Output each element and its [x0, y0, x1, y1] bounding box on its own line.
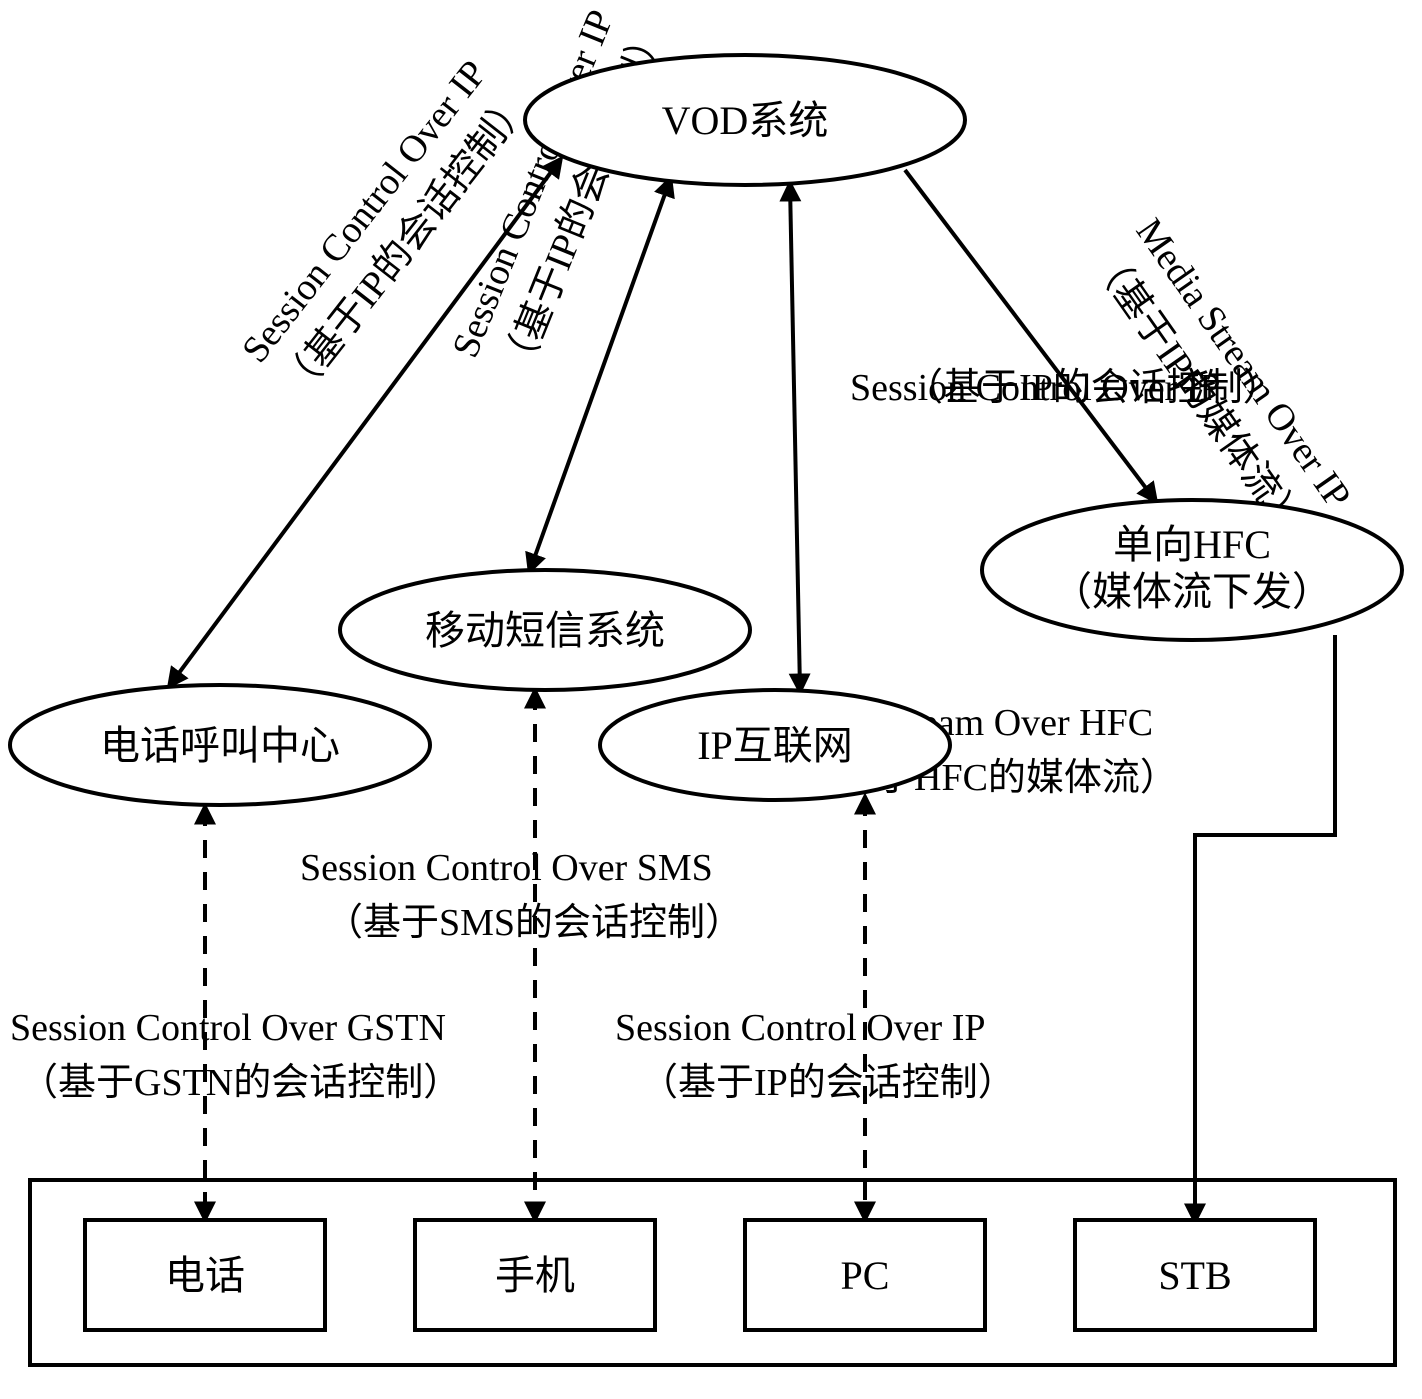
device-label: PC [841, 1253, 890, 1298]
node-ip_net: IP互联网 [600, 690, 950, 800]
device-container: 电话 手机 PC STB [30, 1180, 1395, 1365]
edge-label: （基于GSTN的会话控制） [20, 1062, 461, 1104]
edge-label: Session Control Over GSTN [10, 1007, 446, 1049]
node-label: 单向HFC [1113, 522, 1271, 567]
device-pc: PC [745, 1220, 985, 1330]
edge-label: （基于SMS的会话控制） [325, 902, 743, 944]
edge-label: （基于IP的会话控制） [640, 1062, 1016, 1104]
node-call_center: 电话呼叫中心 [10, 685, 430, 805]
device-phone: 电话 [85, 1220, 325, 1330]
device-label: STB [1158, 1253, 1231, 1298]
node-label: 电话呼叫中心 [100, 723, 340, 768]
edge-vod-hfc: Media Stream Over IP（基于IP的媒体流） [905, 170, 1359, 542]
edge-label: Session Control Over IP [615, 1007, 986, 1049]
device-mobile: 手机 [415, 1220, 655, 1330]
device-label: 电话 [165, 1253, 245, 1298]
edge-label: Session Control Over SMS [300, 847, 713, 889]
device-stb: STB [1075, 1220, 1315, 1330]
node-vod: VOD系统 [525, 55, 965, 185]
node-hfc: 单向HFC（媒体流下发） [982, 500, 1402, 640]
node-label: IP互联网 [697, 723, 853, 768]
node-label: 移动短信系统 [425, 608, 665, 653]
node-label: VOD系统 [662, 98, 829, 143]
node-label: （媒体流下发） [1052, 569, 1332, 614]
diagram-canvas: Session Control Over IP （基于IP的会话控制） Sessio… [0, 0, 1422, 1399]
node-sms: 移动短信系统 [340, 570, 750, 690]
device-label: 手机 [495, 1253, 575, 1298]
